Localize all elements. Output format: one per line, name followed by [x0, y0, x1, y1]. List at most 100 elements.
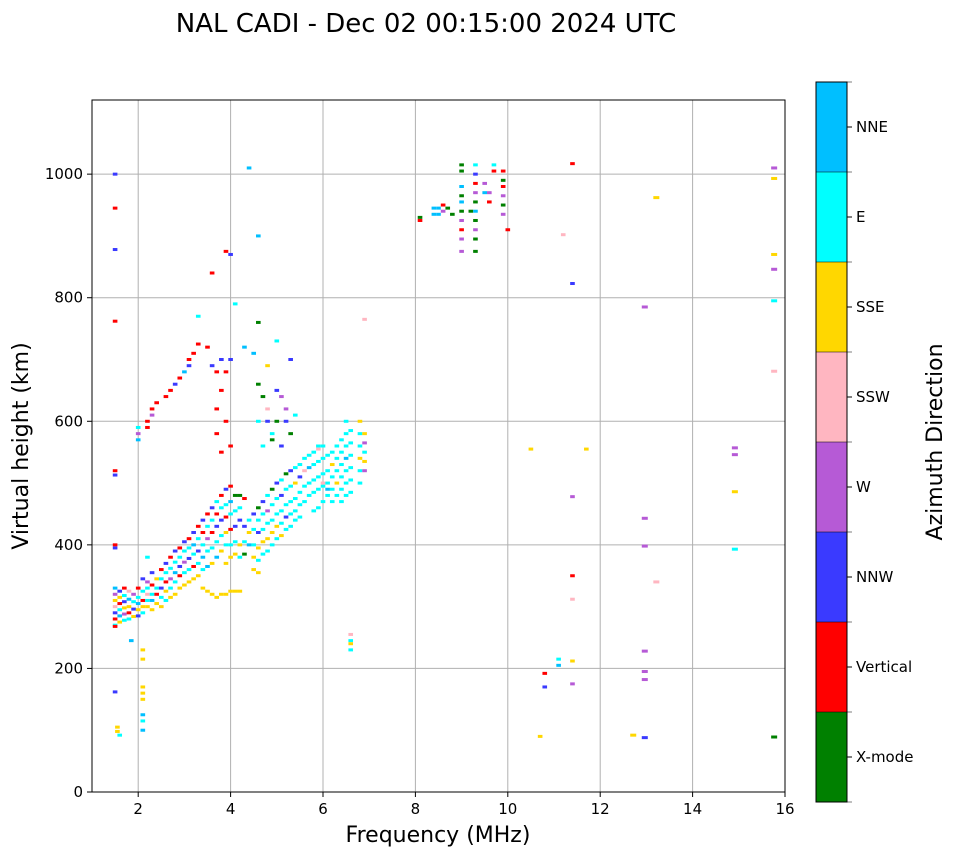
data-point-nnw: [473, 172, 478, 176]
data-point-sse: [154, 602, 159, 606]
data-point-e: [329, 487, 335, 491]
data-point-e: [145, 586, 150, 590]
data-point-vertical: [209, 531, 215, 534]
data-point-w: [459, 237, 464, 241]
data-point-sse: [265, 364, 270, 368]
data-point-w: [145, 580, 150, 584]
data-point-nne: [459, 185, 464, 188]
data-point-sse: [115, 729, 120, 733]
colorbar-tick-label: Vertical: [856, 658, 912, 676]
data-point-vertical: [440, 203, 446, 207]
data-point-e: [209, 518, 215, 522]
data-point-w: [473, 191, 478, 195]
data-point-x-mode: [256, 382, 261, 386]
data-point-e: [325, 453, 330, 457]
data-point-nnw: [237, 518, 243, 522]
data-point-nnw: [274, 388, 280, 392]
data-point-nnw: [209, 506, 215, 510]
data-point-e: [288, 484, 293, 488]
data-point-e: [168, 566, 173, 570]
data-point-e: [357, 469, 363, 473]
data-point-nnw: [158, 586, 164, 590]
data-point-vertical: [542, 671, 548, 675]
data-point-e: [205, 549, 210, 553]
colorbar-tick-label: SSW: [856, 388, 890, 406]
colorbar-swatch-nne: [816, 82, 847, 172]
data-point-e: [343, 481, 349, 485]
data-point-sse: [223, 592, 229, 596]
data-point-vertical: [214, 370, 220, 374]
data-point-x-mode: [283, 472, 289, 476]
data-point-nne: [191, 543, 196, 547]
data-point-e: [311, 450, 317, 454]
data-point-nne: [431, 206, 437, 210]
colorbar-frame: [815, 81, 848, 803]
data-point-w: [570, 682, 575, 686]
data-point-x-mode: [232, 493, 238, 497]
data-point-e: [334, 493, 340, 497]
data-point-sse: [163, 589, 169, 593]
data-point-x-mode: [274, 419, 280, 423]
data-point-e: [219, 506, 224, 510]
data-point-e: [473, 163, 478, 167]
data-point-sse: [357, 419, 363, 423]
data-point-w: [731, 446, 738, 450]
data-point-e: [343, 444, 349, 448]
data-point-x-mode: [473, 249, 478, 253]
data-point-e: [242, 540, 247, 544]
data-point-ssw: [145, 592, 150, 596]
data-point-e: [149, 592, 155, 596]
data-point-nnw: [265, 419, 270, 423]
data-point-sse: [205, 589, 210, 593]
data-point-vertical: [505, 228, 511, 232]
data-point-sse: [256, 546, 261, 550]
colorbar-swatch-e: [816, 172, 847, 262]
data-point-vertical: [219, 388, 224, 392]
data-point-sse: [630, 733, 637, 737]
y-axis-label: Virtual height (km): [9, 342, 34, 549]
data-point-e: [223, 503, 229, 507]
data-point-e: [334, 456, 340, 460]
data-point-nnw: [274, 481, 280, 485]
data-point-ssw: [348, 632, 354, 636]
data-point-sse: [362, 459, 367, 463]
data-point-e: [297, 490, 303, 494]
data-point-vertical: [168, 555, 173, 559]
data-point-e: [200, 568, 206, 572]
data-point-vertical: [219, 450, 224, 454]
data-point-sse: [131, 615, 136, 619]
data-point-e: [320, 500, 326, 504]
data-point-e: [140, 719, 146, 723]
data-point-e: [348, 441, 354, 445]
data-point-x-mode: [237, 493, 243, 497]
data-point-e: [195, 537, 201, 541]
data-point-vertical: [112, 469, 118, 473]
data-point-nnw: [283, 515, 289, 519]
data-point-w: [149, 413, 155, 417]
data-point-w: [500, 212, 506, 216]
data-point-nne: [117, 614, 123, 618]
data-point-sse: [168, 595, 173, 599]
data-point-e: [320, 484, 326, 488]
data-point-e: [219, 534, 224, 538]
data-point-vertical: [126, 611, 132, 615]
data-point-x-mode: [269, 487, 275, 491]
x-tick-label: 6: [318, 800, 328, 818]
data-point-nnw: [641, 736, 648, 740]
data-point-vertical: [168, 388, 173, 392]
data-point-sse: [186, 580, 192, 584]
data-point-sse: [122, 606, 127, 610]
data-point-vertical: [417, 218, 423, 222]
data-point-e: [269, 543, 275, 547]
data-point-sse: [237, 589, 243, 593]
data-point-e: [269, 432, 275, 436]
colorbar-swatch-ssw: [816, 352, 847, 442]
data-point-vertical: [570, 574, 575, 578]
data-point-nnw: [570, 282, 575, 286]
data-point-w: [112, 592, 118, 596]
data-point-vertical: [140, 598, 146, 602]
data-point-e: [302, 456, 307, 460]
data-point-e: [117, 733, 123, 737]
data-point-w: [641, 544, 648, 548]
data-point-x-mode: [473, 200, 478, 204]
